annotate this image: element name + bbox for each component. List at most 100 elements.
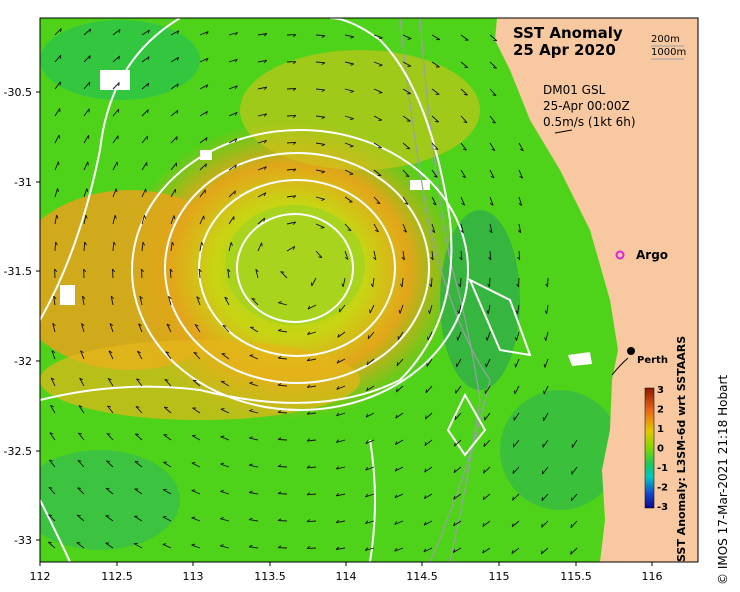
current-arrow xyxy=(430,277,433,288)
current-arrow-head xyxy=(263,217,266,222)
current-arrow xyxy=(487,304,491,314)
current-arrow xyxy=(484,385,491,394)
current-arrow-head xyxy=(483,443,485,447)
current-arrow xyxy=(511,547,520,554)
current-arrow xyxy=(546,304,549,314)
current-arrow-head xyxy=(191,489,196,491)
current-arrow xyxy=(141,29,150,36)
current-arrow xyxy=(315,196,325,200)
scale-arrow-icon xyxy=(554,129,573,134)
current-arrow xyxy=(458,304,462,314)
current-arrow-head xyxy=(335,439,340,443)
current-arrow xyxy=(105,542,114,549)
current-arrow xyxy=(486,331,491,341)
current-arrow-head xyxy=(321,89,326,92)
current-arrow xyxy=(489,61,497,69)
current-arrow xyxy=(373,142,382,149)
current-arrow-head xyxy=(109,323,114,327)
current-arrow-head xyxy=(366,361,369,365)
current-arrow-head xyxy=(423,548,427,553)
current-arrow xyxy=(112,55,121,63)
current-arrow xyxy=(339,304,346,313)
current-arrow-head xyxy=(456,336,459,341)
current-arrow-head xyxy=(162,543,167,545)
colorbar-tick-label: 3 xyxy=(657,385,664,396)
current-arrow-head xyxy=(482,496,485,500)
current-arrow xyxy=(483,439,491,448)
current-arrow-head xyxy=(51,350,56,354)
current-arrow xyxy=(50,377,56,387)
x-tick-label: 113 xyxy=(183,570,204,583)
current-arrow xyxy=(453,520,462,527)
current-arrow-head xyxy=(220,544,224,547)
current-arrow xyxy=(220,490,230,495)
current-arrow xyxy=(307,385,317,388)
current-arrow xyxy=(484,412,491,421)
current-arrow-head xyxy=(514,337,517,341)
current-arrow-head xyxy=(249,381,254,384)
current-arrow-head xyxy=(428,310,431,314)
current-arrow-head xyxy=(292,115,297,118)
current-arrow xyxy=(249,410,259,414)
current-arrow-head xyxy=(464,94,468,96)
current-arrow xyxy=(228,111,238,117)
current-arrow-head xyxy=(176,136,178,141)
current-arrow-head xyxy=(457,310,460,314)
current-arrow-head xyxy=(424,441,427,446)
current-arrow xyxy=(336,493,346,497)
current-arrow-head xyxy=(234,164,237,169)
current-arrow-head xyxy=(336,386,340,390)
current-arrow-head xyxy=(176,110,179,114)
current-arrow xyxy=(514,385,520,395)
x-tick-label: 115 xyxy=(489,570,510,583)
current-arrow-head xyxy=(427,336,429,341)
current-arrow xyxy=(228,242,232,252)
current-arrow-head xyxy=(107,377,112,381)
current-arrow xyxy=(344,196,353,203)
current-arrow-head xyxy=(335,546,340,550)
current-arrow-head xyxy=(136,378,141,381)
current-arrow xyxy=(277,439,288,441)
current-arrow-head xyxy=(164,406,168,409)
current-arrow-head xyxy=(164,378,169,381)
contour-ring xyxy=(236,213,354,323)
current-arrow xyxy=(394,520,404,525)
current-arrow xyxy=(311,277,317,287)
current-arrow-head xyxy=(234,138,238,143)
current-arrow xyxy=(454,412,462,421)
current-arrow xyxy=(545,331,549,341)
current-arrow xyxy=(162,516,172,522)
current-arrow xyxy=(199,215,205,225)
current-arrow xyxy=(251,298,259,306)
current-arrow xyxy=(112,108,120,117)
current-arrow-head xyxy=(487,283,490,288)
current-arrow xyxy=(394,466,404,472)
current-arrow xyxy=(164,379,172,387)
current-arrow xyxy=(369,304,375,314)
current-arrow-head xyxy=(541,523,543,528)
current-arrow xyxy=(77,460,85,468)
current-arrow-head xyxy=(89,28,92,33)
current-arrow xyxy=(76,514,85,522)
current-arrow xyxy=(344,34,354,38)
current-arrow xyxy=(460,277,462,288)
current-arrow xyxy=(112,29,121,36)
current-arrow-head xyxy=(263,59,268,64)
current-arrow-head xyxy=(369,309,371,314)
x-tick-label: 114 xyxy=(336,570,357,583)
current-arrow xyxy=(541,493,549,502)
current-arrow-head xyxy=(234,190,236,195)
current-arrow-head xyxy=(519,148,524,152)
current-arrow-head xyxy=(292,141,297,145)
current-arrow-head xyxy=(118,55,121,60)
current-arrow xyxy=(315,61,326,64)
current-arrow-head xyxy=(277,491,282,494)
current-arrow xyxy=(53,296,56,306)
current-arrow xyxy=(571,439,578,448)
current-arrow-head xyxy=(147,109,149,114)
current-arrow xyxy=(136,378,143,387)
current-arrow-head xyxy=(277,328,282,332)
contour-ring xyxy=(131,129,469,411)
current-arrow xyxy=(134,488,143,495)
current-arrow xyxy=(112,268,114,279)
